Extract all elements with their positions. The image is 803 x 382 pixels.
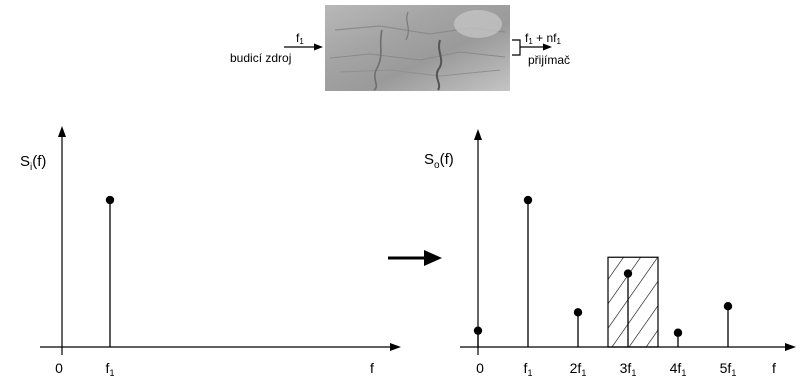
input-spectrum-chart: Si(f) f 0 f1 bbox=[20, 126, 401, 378]
input-arrow bbox=[284, 43, 323, 51]
x-axis-arrowhead bbox=[390, 343, 401, 351]
y-axis-arrowhead bbox=[474, 129, 482, 140]
x-tick-label: 4f1 bbox=[670, 360, 687, 378]
transition-arrow bbox=[388, 250, 442, 266]
origin-label: 0 bbox=[55, 360, 63, 376]
filter-band bbox=[607, 256, 659, 348]
x-tick-label: 5f1 bbox=[720, 360, 737, 378]
output-frequency-label: f1 + nf1 bbox=[525, 31, 561, 46]
sample-block bbox=[325, 5, 510, 91]
x-tick-label: f1 bbox=[106, 360, 115, 378]
x-tick-label: f1 bbox=[524, 360, 533, 378]
output-spectrum-chart: So(f) f 0 f1 2f1 3f1 4f1 5f1 bbox=[424, 129, 796, 378]
source-label: budicí zdroj bbox=[230, 51, 291, 65]
y-axis-label: Si(f) bbox=[20, 153, 46, 173]
input-frequency-label: f1 bbox=[296, 31, 304, 46]
stem-point bbox=[673, 328, 683, 337]
y-axis-label: So(f) bbox=[424, 151, 454, 171]
output-arrow bbox=[512, 39, 552, 56]
stem-point bbox=[105, 195, 115, 205]
x-axis-label: f bbox=[370, 360, 374, 376]
stem-point bbox=[623, 269, 633, 278]
y-axis-arrowhead bbox=[58, 126, 66, 137]
stem-point bbox=[573, 308, 583, 317]
stem-point bbox=[523, 195, 533, 205]
stem-point bbox=[723, 302, 733, 311]
x-tick-label: 3f1 bbox=[620, 360, 637, 378]
x-axis-label: f bbox=[772, 360, 776, 376]
origin-label: 0 bbox=[476, 360, 484, 376]
x-tick-label: 2f1 bbox=[570, 360, 587, 378]
stem-point bbox=[473, 326, 483, 335]
x-axis-arrowhead bbox=[785, 343, 796, 351]
receiver-label: přijímač bbox=[528, 53, 570, 67]
